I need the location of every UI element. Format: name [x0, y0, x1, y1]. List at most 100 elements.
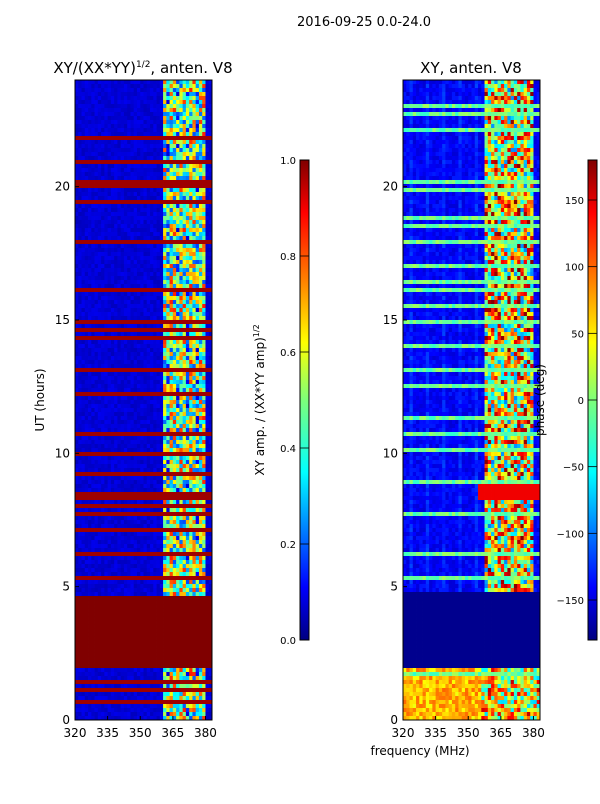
left-heatmap-cell	[179, 132, 183, 136]
left-heatmap-cell	[160, 544, 164, 548]
left-heatmap-cell	[176, 124, 180, 128]
left-heatmap-cell	[150, 160, 154, 164]
left-heatmap-cell	[91, 508, 95, 512]
left-heatmap-cell	[199, 548, 203, 552]
left-heatmap-cell	[153, 244, 157, 248]
left-heatmap-cell	[114, 400, 118, 404]
left-heatmap-cell	[196, 232, 200, 236]
left-heatmap-cell	[140, 372, 144, 376]
left-heatmap-cell	[202, 224, 206, 228]
left-heatmap-cell	[95, 372, 99, 376]
left-heatmap-cell	[179, 348, 183, 352]
left-heatmap-cell	[192, 112, 196, 116]
left-heatmap-cell	[140, 188, 144, 192]
left-heatmap-cell	[121, 184, 125, 188]
left-heatmap-cell	[134, 488, 138, 492]
left-heatmap-cell	[130, 280, 134, 284]
left-heatmap-cell	[140, 400, 144, 404]
left-heatmap-cell	[202, 168, 206, 172]
left-heatmap-cell	[144, 544, 148, 548]
left-heatmap-cell	[173, 132, 177, 136]
left-heatmap-cell	[202, 412, 206, 416]
left-heatmap-cell	[189, 192, 193, 196]
left-heatmap-cell	[163, 320, 167, 324]
left-heatmap-cell	[160, 468, 164, 472]
left-heatmap-cell	[160, 356, 164, 360]
left-heatmap-cell	[140, 480, 144, 484]
left-heatmap-cell	[183, 188, 187, 192]
left-heatmap-cell	[101, 100, 105, 104]
left-heatmap-cell	[114, 428, 118, 432]
left-heatmap-cell	[150, 84, 154, 88]
left-heatmap-cell	[166, 220, 170, 224]
left-heatmap-cell	[170, 192, 174, 196]
left-heatmap-cell	[75, 332, 79, 336]
left-heatmap-cell	[157, 248, 161, 252]
left-heatmap-cell	[186, 472, 190, 476]
left-heatmap-cell	[124, 460, 128, 464]
left-heatmap-cell	[202, 288, 206, 292]
left-heatmap-cell	[91, 340, 95, 344]
left-heatmap-cell	[205, 212, 209, 216]
left-heatmap-cell	[75, 228, 79, 232]
left-heatmap-cell	[140, 440, 144, 444]
left-heatmap-cell	[78, 412, 82, 416]
left-heatmap-cell	[157, 312, 161, 316]
left-heatmap-cell	[137, 320, 141, 324]
left-heatmap-cell	[144, 548, 148, 552]
left-heatmap-cell	[186, 328, 190, 332]
left-heatmap-cell	[153, 372, 157, 376]
left-heatmap-cell	[166, 280, 170, 284]
left-heatmap-cell	[186, 192, 190, 196]
left-heatmap-cell	[199, 392, 203, 396]
left-heatmap-cell	[199, 88, 203, 92]
left-heatmap-cell	[101, 332, 105, 336]
left-heatmap-cell	[179, 400, 183, 404]
left-heatmap-cell	[160, 420, 164, 424]
left-heatmap-cell	[137, 412, 141, 416]
left-heatmap-cell	[134, 304, 138, 308]
left-heatmap-cell	[75, 480, 79, 484]
left-heatmap-cell	[104, 400, 108, 404]
left-heatmap-cell	[170, 448, 174, 452]
left-heatmap-cell	[124, 212, 128, 216]
left-heatmap-cell	[157, 528, 161, 532]
left-heatmap-cell	[179, 492, 183, 496]
left-heatmap-cell	[85, 216, 89, 220]
left-heatmap-cell	[183, 236, 187, 240]
left-heatmap-cell	[111, 544, 115, 548]
left-heatmap-cell	[153, 348, 157, 352]
left-heatmap-cell	[199, 504, 203, 508]
left-heatmap-cell	[127, 176, 131, 180]
left-heatmap-cell	[189, 440, 193, 444]
left-heatmap-cell	[144, 484, 148, 488]
left-heatmap-cell	[108, 108, 112, 112]
left-heatmap-cell	[196, 400, 200, 404]
left-heatmap-cell	[179, 392, 183, 396]
left-heatmap-cell	[82, 256, 86, 260]
left-heatmap-cell	[111, 468, 115, 472]
left-heatmap-cell	[82, 220, 86, 224]
left-heatmap-cell	[173, 420, 177, 424]
left-heatmap-cell	[101, 384, 105, 388]
left-heatmap-cell	[75, 312, 79, 316]
left-heatmap-cell	[192, 468, 196, 472]
left-heatmap-cell	[202, 116, 206, 120]
left-heatmap-cell	[179, 152, 183, 156]
left-heatmap-cell	[202, 508, 206, 512]
left-heatmap-cell	[130, 480, 134, 484]
left-heatmap-cell	[101, 280, 105, 284]
left-heatmap-cell	[137, 492, 141, 496]
left-heatmap-cell	[104, 312, 108, 316]
left-heatmap-cell	[202, 404, 206, 408]
left-heatmap-cell	[82, 276, 86, 280]
left-heatmap-cell	[153, 456, 157, 460]
left-heatmap-cell	[150, 108, 154, 112]
left-heatmap-cell	[140, 508, 144, 512]
left-heatmap-cell	[98, 212, 102, 216]
left-heatmap-cell	[176, 176, 180, 180]
left-heatmap-cell	[150, 548, 154, 552]
left-heatmap-cell	[170, 168, 174, 172]
left-heatmap-cell	[108, 236, 112, 240]
left-heatmap-cell	[101, 472, 105, 476]
